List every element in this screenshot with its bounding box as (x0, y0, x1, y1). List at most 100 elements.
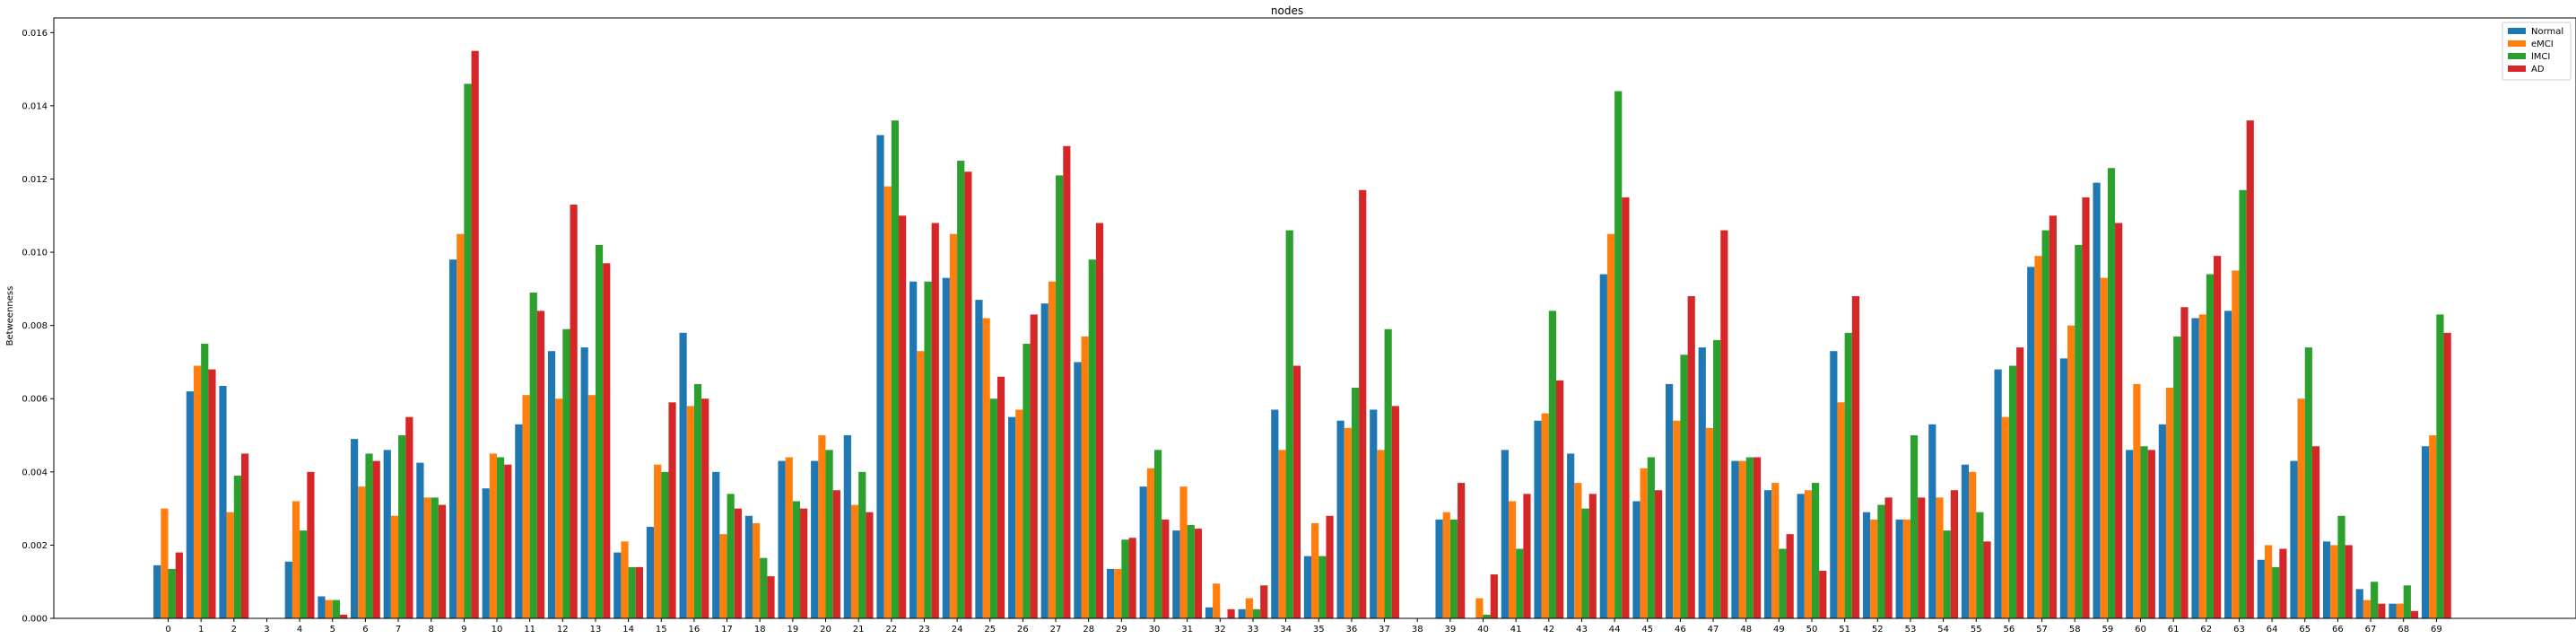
bar-lmci-9 (464, 83, 472, 619)
bar-ad-53 (1918, 497, 1926, 618)
bar-lmci-20 (825, 450, 833, 618)
bar-lmci-33 (1252, 608, 1261, 618)
bar-emci-14 (621, 541, 629, 618)
bar-emci-64 (2264, 545, 2273, 618)
bar-normal-28 (1074, 362, 1082, 618)
x-tick-label: 61 (2168, 625, 2180, 635)
x-tick-label: 0 (165, 625, 170, 635)
bar-lmci-12 (562, 328, 570, 618)
bar-emci-43 (1574, 483, 1582, 618)
legend-swatch-lmci (2508, 53, 2526, 59)
bar-emci-34 (1278, 450, 1286, 618)
bar-lmci-46 (1680, 355, 1688, 618)
bar-ad-68 (2410, 610, 2419, 618)
legend-label-normal: Normal (2531, 27, 2563, 37)
bar-normal-36 (1336, 420, 1345, 618)
bar-ad-47 (1720, 230, 1728, 618)
bar-normal-30 (1139, 486, 1147, 618)
x-tick-label: 23 (918, 625, 930, 635)
bar-ad-45 (1654, 490, 1663, 618)
x-tick-label: 62 (2200, 625, 2212, 635)
bar-normal-61 (2158, 424, 2166, 618)
bar-emci-19 (785, 457, 793, 618)
bar-lmci-6 (365, 453, 373, 618)
bar-normal-9 (448, 259, 457, 618)
x-tick-label: 15 (656, 625, 667, 635)
bar-lmci-61 (2173, 336, 2181, 618)
bar-lmci-41 (1516, 548, 1524, 618)
bar-lmci-11 (529, 292, 537, 618)
bar-emci-40 (1475, 598, 1484, 618)
y-tick-label: 0.002 (22, 541, 48, 551)
x-tick-label: 40 (1477, 625, 1489, 635)
x-tick-label: 58 (2069, 625, 2081, 635)
bar-ad-18 (767, 576, 775, 618)
bar-emci-61 (2165, 388, 2174, 618)
legend-swatch-emci (2508, 40, 2526, 47)
bar-emci-23 (917, 351, 925, 618)
bar-normal-18 (744, 515, 753, 618)
bar-normal-51 (1830, 351, 1838, 618)
bar-normal-48 (1731, 460, 1739, 618)
bar-normal-6 (351, 439, 359, 618)
bar-normal-5 (318, 596, 326, 618)
bar-lmci-4 (300, 530, 308, 618)
bar-ad-56 (2016, 347, 2024, 618)
bar-ad-32 (1227, 608, 1235, 618)
x-tick-label: 33 (1248, 625, 1259, 635)
bar-normal-34 (1271, 409, 1279, 618)
x-tick-label: 69 (2431, 625, 2442, 635)
bar-emci-17 (719, 534, 727, 618)
x-tick-label: 49 (1773, 625, 1785, 635)
bar-lmci-24 (957, 161, 965, 618)
bar-normal-8 (416, 462, 424, 618)
bar-lmci-27 (1056, 175, 1064, 618)
bar-emci-8 (423, 497, 431, 618)
bar-normal-64 (2257, 559, 2265, 618)
bar-ad-65 (2311, 446, 2320, 618)
x-tick-label: 46 (1675, 625, 1686, 635)
bar-emci-16 (686, 406, 694, 618)
bar-normal-41 (1501, 450, 1509, 618)
bar-normal-57 (2027, 267, 2035, 618)
bar-lmci-42 (1548, 311, 1556, 618)
bar-ad-39 (1458, 483, 1466, 618)
bar-ad-40 (1490, 574, 1498, 618)
bar-normal-24 (942, 277, 950, 618)
bar-emci-21 (850, 504, 859, 618)
bar-emci-36 (1344, 427, 1352, 618)
x-tick-label: 17 (721, 625, 733, 635)
bar-emci-0 (161, 508, 169, 618)
bar-ad-31 (1194, 529, 1203, 618)
bar-ad-24 (964, 171, 972, 618)
bar-normal-50 (1797, 494, 1805, 618)
bar-normal-31 (1172, 530, 1180, 618)
bar-lmci-48 (1745, 457, 1754, 618)
bar-lmci-25 (989, 398, 997, 618)
bar-emci-31 (1179, 486, 1188, 618)
bar-normal-20 (811, 460, 819, 618)
bar-lmci-45 (1647, 457, 1655, 618)
bar-emci-45 (1640, 468, 1648, 618)
bar-lmci-2 (233, 475, 241, 618)
x-tick-label: 48 (1740, 625, 1752, 635)
bar-lmci-44 (1614, 91, 1623, 619)
bar-emci-7 (390, 515, 399, 618)
x-tick-label: 25 (984, 625, 996, 635)
bar-lmci-35 (1318, 556, 1327, 618)
bar-lmci-0 (168, 568, 176, 618)
bar-ad-49 (1786, 534, 1794, 618)
bar-emci-1 (193, 365, 202, 618)
bar-lmci-37 (1384, 328, 1392, 618)
bar-normal-14 (614, 552, 622, 618)
x-tick-label: 13 (590, 625, 602, 635)
bar-ad-37 (1391, 406, 1399, 618)
bar-normal-52 (1862, 512, 1871, 618)
bar-normal-2 (219, 385, 227, 618)
bar-lmci-67 (2371, 582, 2379, 618)
x-tick-label: 1 (198, 625, 204, 635)
bar-normal-59 (2093, 182, 2101, 618)
bar-ad-17 (734, 508, 742, 618)
bar-lmci-55 (1976, 512, 1984, 618)
bar-normal-10 (482, 488, 490, 618)
